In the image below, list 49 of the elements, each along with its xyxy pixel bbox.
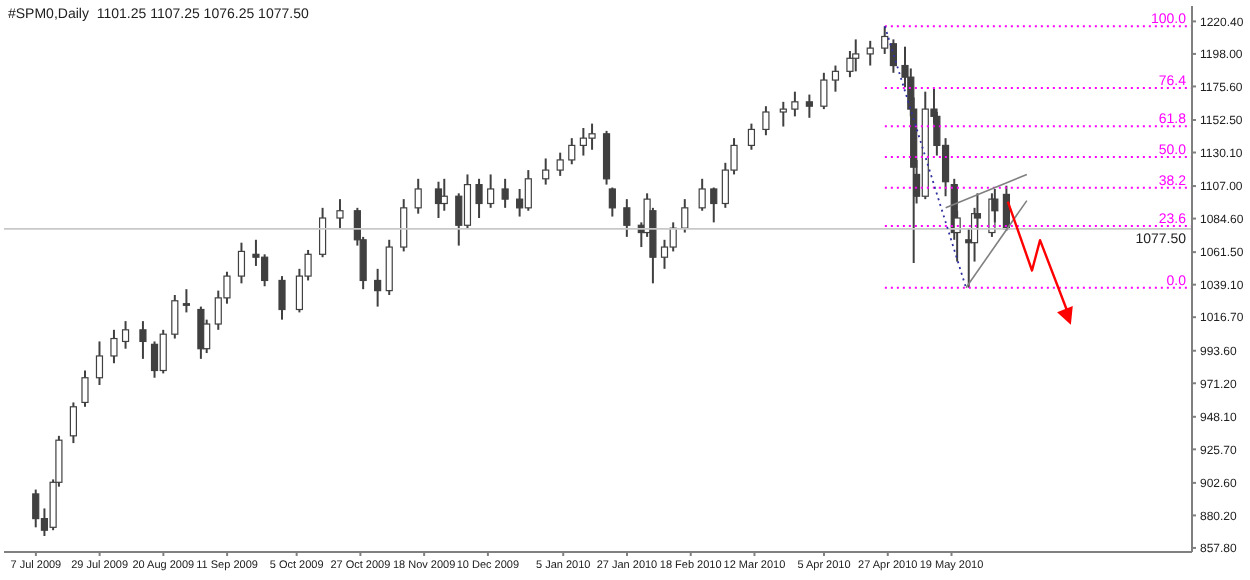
candlestick: [866, 39, 874, 67]
candlestick: [440, 177, 448, 212]
candlestick: [805, 93, 813, 119]
candlestick: [455, 192, 463, 247]
candlestick: [762, 105, 770, 137]
candlestick: [400, 198, 408, 253]
candlestick: [139, 320, 147, 360]
candlestick: [336, 198, 344, 230]
candlestick: [81, 369, 89, 408]
candlestick: [32, 488, 40, 529]
candlestick: [197, 305, 205, 360]
candlestick: [121, 320, 130, 350]
candlestick: [710, 186, 718, 224]
candlestick: [278, 275, 286, 321]
candlestick: [791, 90, 799, 118]
candlestick: [487, 173, 495, 209]
candlestick: [318, 206, 327, 259]
candlestick: [568, 137, 576, 166]
candlestick: [602, 129, 611, 186]
candlestick: [542, 157, 550, 186]
candlestick: [889, 38, 898, 74]
candlestick: [385, 238, 393, 296]
candlestick: [69, 401, 77, 445]
candlestick: [150, 340, 159, 379]
candlestick: [623, 198, 631, 238]
candlestick: [159, 328, 167, 375]
candlestick: [237, 241, 246, 285]
candlestick: [182, 288, 190, 314]
candlestick: [698, 177, 706, 212]
candlestick: [524, 169, 532, 212]
candlestick: [95, 340, 104, 387]
candlestick: [831, 64, 840, 93]
candlestick: [820, 71, 828, 111]
candlestick: [501, 177, 509, 209]
candlestick: [475, 177, 483, 220]
candlestick: [171, 293, 179, 340]
candlestick: [556, 151, 564, 177]
candlestick: [434, 180, 443, 220]
candlestick: [852, 38, 860, 73]
candlestick: [463, 173, 472, 230]
candlestick: [588, 122, 596, 151]
candlestick: [414, 177, 422, 215]
candlestick: [608, 186, 616, 218]
candlestick: [681, 198, 689, 234]
candlestick: [779, 100, 787, 128]
candlestick: [747, 122, 756, 151]
candlestick: [374, 267, 382, 308]
candlestick: [110, 328, 118, 365]
candlestick: [660, 238, 669, 270]
